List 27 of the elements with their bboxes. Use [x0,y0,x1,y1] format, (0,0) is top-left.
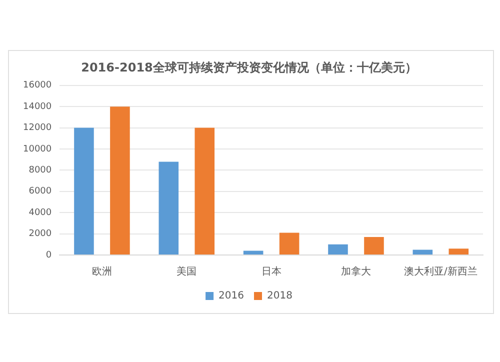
bar [412,250,433,254]
x-tick-label: 美国 [176,266,197,278]
y-tick-label: 6000 [28,186,52,197]
bar [279,232,300,254]
bar [243,250,264,254]
bar [194,128,215,254]
bar [448,248,469,254]
bar [364,236,384,254]
x-tick-label: 澳大利亚/新西兰 [404,266,478,278]
y-tick-label: 14000 [22,102,52,112]
legend-label: 2016 [218,290,244,302]
x-tick-label: 加拿大 [340,266,371,278]
x-tick-label: 日本 [261,266,282,278]
y-tick-label: 12000 [22,123,52,134]
y-tick-label: 4000 [28,208,52,218]
legend-label: 2018 [267,290,292,302]
bar [74,128,94,254]
bar [328,244,348,254]
y-tick-label: 16000 [22,80,52,91]
y-tick-label: 2000 [28,229,52,240]
bar [158,162,179,254]
chart-title: 2016-2018全球可持续资产投资变化情况（单位：十亿美元） [81,60,417,74]
x-tick-label: 欧洲 [92,266,112,278]
y-tick-label: 0 [46,250,52,260]
bar [110,106,130,254]
y-tick-label: 10000 [22,144,52,154]
y-tick-label: 8000 [28,166,52,176]
